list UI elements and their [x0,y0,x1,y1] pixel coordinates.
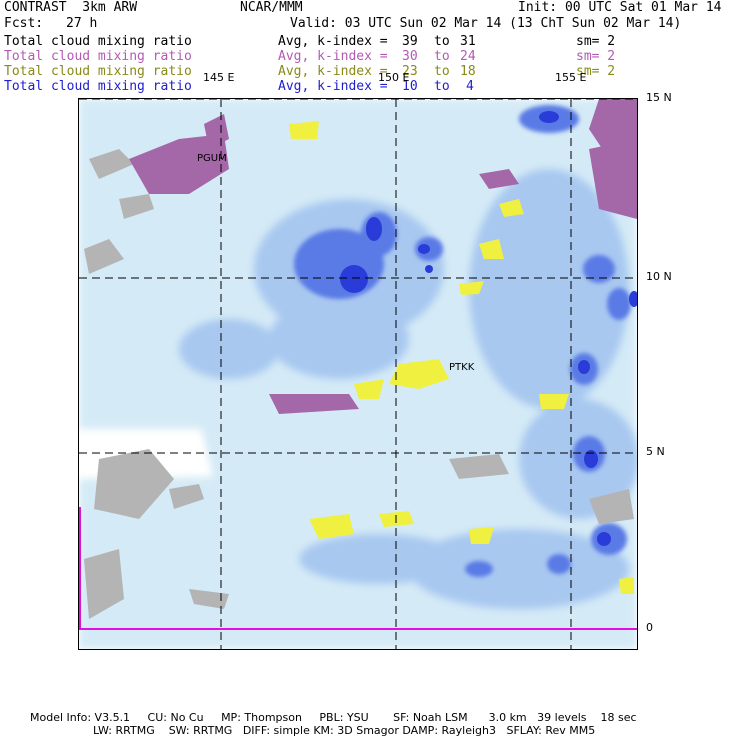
station-pgum: PGUM [197,153,227,164]
field-sm-2: sm= 2 [576,49,616,64]
purple-cloud-layer [129,99,637,414]
field-name-2: Total cloud mixing ratio [4,49,192,64]
field-from-3: 23 [402,64,418,79]
lat-label-15n: 15 N [646,91,672,104]
field-stat-4: Avg, k-index = [278,79,388,94]
cloud-field-svg: PGUM PTKK [79,99,637,649]
field-to-word-1: to [434,34,450,49]
fcst-value: 27 h [66,16,98,31]
model-info-line-1: Model Info: V3.5.1 CU: No Cu MP: Thompso… [30,711,637,724]
weather-map: PGUM PTKK [78,98,638,650]
field-from-1: 39 [402,34,418,49]
field-name-4: Total cloud mixing ratio [4,79,192,94]
model-info-line-2: LW: RRTMG SW: RRTMG DIFF: simple KM: 3D … [30,724,596,737]
field-stat-2: Avg, k-index = [278,49,388,64]
field-stat-3: Avg, k-index = [278,64,388,79]
field-sm-1: sm= 2 [576,34,616,49]
field-to-1: 31 [460,34,476,49]
field-sm-3: sm= 2 [576,64,616,79]
lon-label-150e: 150 E [378,71,410,84]
field-to-2: 24 [460,49,476,64]
field-stat-1: Avg, k-index = [278,34,388,49]
center-name: NCAR/MMM [240,0,303,15]
fcst-label: Fcst: [4,16,44,31]
model-title: CONTRAST 3km ARW [4,0,138,15]
field-to-word-3: to [434,64,450,79]
field-name-3: Total cloud mixing ratio [4,64,192,79]
lon-label-145e: 145 E [203,71,235,84]
field-to-word-4: to [434,79,450,94]
lat-lon-grid [79,99,637,649]
field-to-word-2: to [434,49,450,64]
station-ptkk: PTKK [449,362,475,373]
domain-boundary [79,507,637,630]
lon-label-155e: 155 E [555,71,587,84]
lat-label-0: 0 [646,621,653,634]
field-from-2: 30 [402,49,418,64]
lat-label-10n: 10 N [646,270,672,283]
station-markers: PGUM PTKK [197,153,475,373]
init-time: Init: 00 UTC Sat 01 Mar 14 [518,0,722,15]
core-cloud-layer [340,111,637,546]
lat-label-5n: 5 N [646,445,665,458]
field-to-3: 18 [460,64,476,79]
valid-time: Valid: 03 UTC Sun 02 Mar 14 (13 ChT Sun … [290,16,682,31]
field-to-4: 4 [466,79,474,94]
field-from-4: 10 [402,79,418,94]
gray-cloud-layer [84,149,634,619]
field-name-1: Total cloud mixing ratio [4,34,192,49]
